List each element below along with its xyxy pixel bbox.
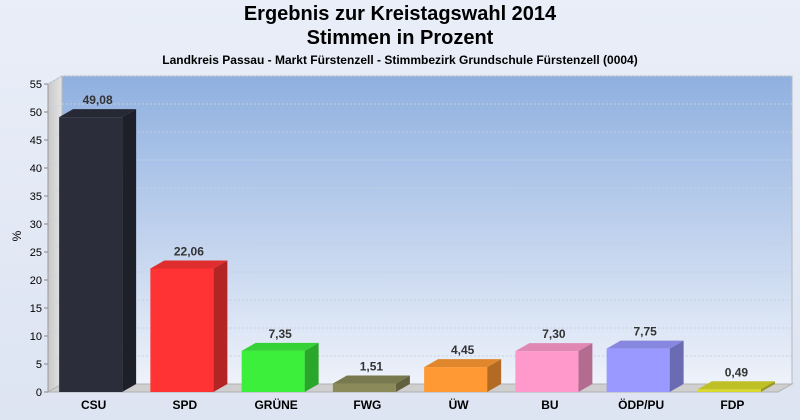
x-tick-label: FDP — [720, 398, 744, 412]
x-axis: CSU SPD GRÜNE FWG ÜW BU ÖDP/PU FDP — [81, 397, 744, 412]
chart-title-line2: Stimmen in Prozent — [306, 27, 494, 49]
y-tick-label: 40 — [30, 163, 42, 175]
bar-csu: 49,08 — [59, 93, 137, 392]
y-tick-label: 0 — [36, 387, 42, 399]
y-tick-label: 45 — [30, 135, 42, 147]
bar-fwg: 1,51 — [332, 360, 410, 392]
bar-value-label: 4,45 — [451, 343, 475, 357]
bar-value-label: 22,06 — [174, 244, 204, 258]
y-tick-label: 20 — [30, 275, 42, 287]
bar-value-label: 49,08 — [83, 93, 113, 107]
chart-subtitle: Landkreis Passau - Markt Fürstenzell - S… — [162, 53, 638, 67]
bar-value-label: 7,35 — [268, 327, 292, 341]
y-tick-label: 5 — [36, 359, 42, 371]
y-axis-label: % — [10, 230, 24, 241]
x-tick-label: CSU — [81, 398, 106, 412]
y-tick-label: 10 — [30, 331, 42, 343]
bar-spd: 22,06 — [150, 244, 228, 392]
y-tick-label: 55 — [30, 79, 42, 91]
x-tick-label: GRÜNE — [254, 397, 297, 412]
y-tick-label: 50 — [30, 107, 42, 119]
x-tick-label: BU — [541, 398, 558, 412]
bar-üw: 4,45 — [424, 343, 502, 392]
x-tick-label: FWG — [353, 398, 381, 412]
bar-ödppu: 7,75 — [606, 325, 684, 392]
chart-title: Ergebnis zur Kreistagswahl 2014 — [243, 3, 557, 25]
bar-fdp: 0,49 — [697, 365, 775, 392]
bar-value-label: 7,75 — [633, 325, 657, 339]
y-tick-label: 25 — [30, 247, 42, 259]
x-tick-label: ÖDP/PU — [618, 397, 664, 412]
x-tick-label: ÜW — [449, 397, 470, 412]
y-tick-label: 30 — [30, 219, 42, 231]
bar-value-label: 0,49 — [725, 365, 749, 379]
y-tick-label: 15 — [30, 303, 42, 315]
bar-bu: 7,30 — [515, 327, 593, 392]
y-tick-label: 35 — [30, 191, 42, 203]
bars: 49,08 22,06 7,35 1,51 4,45 7,30 7,75 0,49 — [59, 93, 775, 392]
y-axis: 0 5 10 15 20 25 30 35 40 45 50 55 — [30, 79, 49, 399]
bar-value-label: 1,51 — [360, 360, 384, 374]
x-tick-label: SPD — [173, 398, 198, 412]
bar-grüne: 7,35 — [241, 327, 319, 392]
bar-value-label: 7,30 — [542, 327, 566, 341]
